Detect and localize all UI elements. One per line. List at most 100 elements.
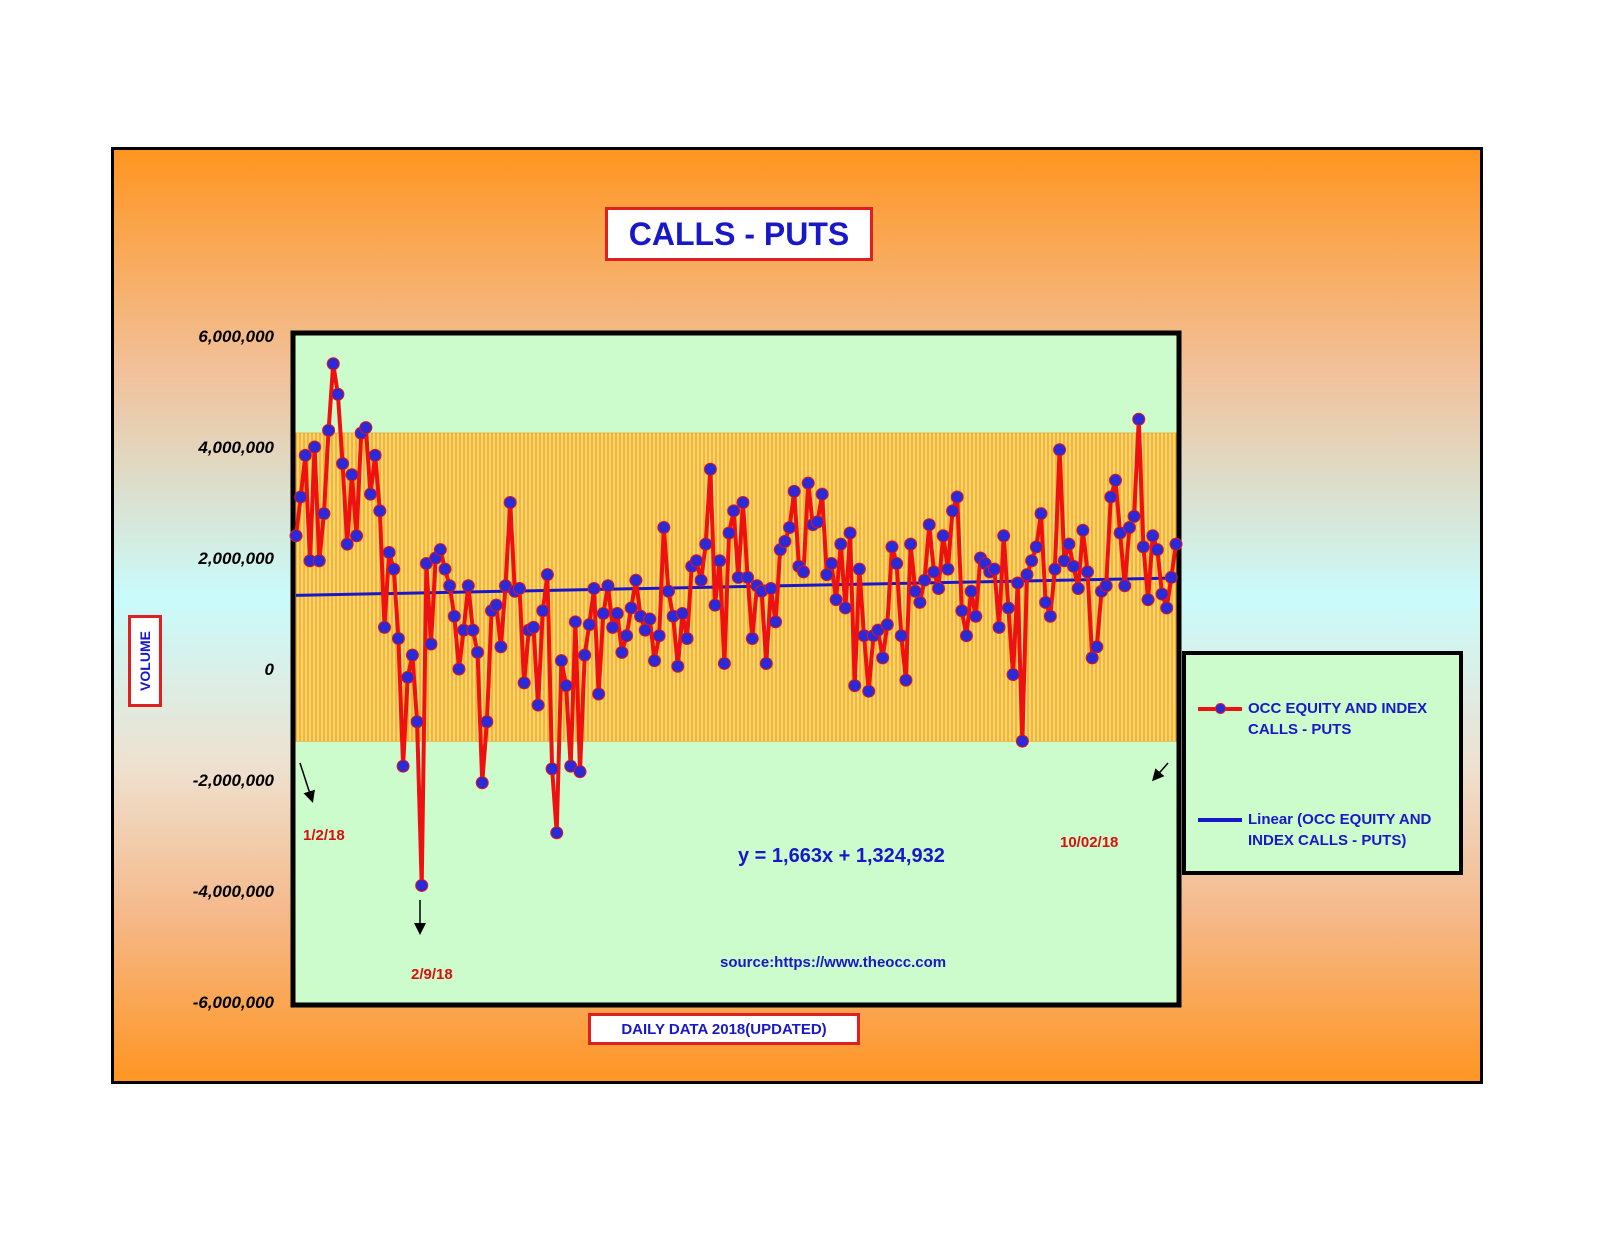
data-point xyxy=(559,679,573,693)
data-point xyxy=(373,504,387,518)
data-point xyxy=(941,562,955,576)
data-point xyxy=(503,496,517,509)
data-point xyxy=(573,765,587,779)
data-point xyxy=(526,620,540,634)
data-point xyxy=(964,584,978,598)
data-point xyxy=(722,526,736,540)
trend-equation: y = 1,663x + 1,324,932 xyxy=(738,845,945,867)
data-point xyxy=(661,584,675,598)
data-point xyxy=(340,537,354,551)
data-point xyxy=(433,543,447,557)
data-point xyxy=(1029,540,1043,554)
source-label: source:https://www.theocc.com xyxy=(720,954,946,971)
data-point xyxy=(387,562,401,576)
data-point xyxy=(862,684,876,698)
data-point xyxy=(736,496,750,509)
data-point xyxy=(587,582,601,596)
data-point xyxy=(1067,559,1081,573)
legend-trend-line1: Linear (OCC EQUITY AND xyxy=(1248,811,1432,828)
data-point xyxy=(312,554,326,568)
data-point xyxy=(606,620,620,634)
y-tick-label: 4,000,000 xyxy=(197,438,274,457)
data-point xyxy=(396,759,410,773)
data-point xyxy=(336,457,350,471)
data-point xyxy=(675,607,689,620)
data-point xyxy=(1099,579,1113,593)
data-point xyxy=(671,659,685,673)
data-point xyxy=(1146,529,1160,543)
data-point xyxy=(578,648,592,662)
data-point xyxy=(848,679,862,693)
data-point xyxy=(703,462,717,476)
data-point xyxy=(657,520,671,534)
data-point xyxy=(1071,582,1085,596)
data-point xyxy=(1122,520,1136,534)
data-point xyxy=(438,562,452,576)
data-point xyxy=(797,565,811,579)
data-point xyxy=(461,579,475,593)
data-point xyxy=(540,568,554,582)
data-point xyxy=(1127,509,1141,523)
data-point xyxy=(359,421,373,435)
data-point xyxy=(1034,507,1048,521)
data-point xyxy=(424,637,438,651)
data-point xyxy=(1001,601,1015,615)
data-point xyxy=(824,557,838,571)
y-axis-label: VOLUME xyxy=(137,631,153,691)
data-point xyxy=(885,540,899,554)
start-date-label: 1/2/18 xyxy=(303,827,345,844)
data-point xyxy=(1160,601,1174,615)
y-tick-label: -2,000,000 xyxy=(193,771,275,790)
data-point xyxy=(326,357,340,371)
data-point xyxy=(1104,490,1118,504)
data-point xyxy=(717,656,731,670)
y-axis-label-box: VOLUME xyxy=(128,615,162,707)
data-point xyxy=(843,526,857,540)
y-tick-label: -4,000,000 xyxy=(193,882,275,901)
data-point xyxy=(778,534,792,548)
data-point xyxy=(852,562,866,576)
data-point xyxy=(1048,562,1062,576)
data-point xyxy=(1169,537,1183,551)
data-point xyxy=(694,573,708,587)
data-point xyxy=(997,529,1011,543)
data-point xyxy=(475,776,489,790)
data-point xyxy=(936,529,950,543)
data-point xyxy=(1085,651,1099,665)
data-point xyxy=(401,670,415,684)
data-point xyxy=(377,620,391,634)
data-point xyxy=(699,537,713,551)
data-point xyxy=(620,629,634,643)
data-point xyxy=(834,537,848,551)
legend-trend-label: Linear (OCC EQUITY AND INDEX CALLS - PUT… xyxy=(1248,809,1458,851)
data-point xyxy=(1020,568,1034,582)
y-tick-label: -6,000,000 xyxy=(193,993,275,1012)
data-point xyxy=(1108,473,1122,487)
data-point xyxy=(545,762,559,776)
data-point xyxy=(1062,537,1076,551)
y-axis-ticks: 6,000,000 4,000,000 2,000,000 0 -2,000,000 -4… xyxy=(193,327,275,1012)
data-point xyxy=(363,487,377,501)
data-point xyxy=(950,490,964,504)
data-point xyxy=(880,618,894,632)
data-point xyxy=(410,715,424,729)
data-point xyxy=(592,687,606,701)
x-axis-label: DAILY DATA 2018(UPDATED) xyxy=(588,1013,860,1045)
data-point xyxy=(489,598,503,612)
data-point xyxy=(1155,587,1169,601)
data-point xyxy=(955,604,969,618)
data-point xyxy=(904,537,918,551)
data-point xyxy=(554,654,568,668)
data-point xyxy=(452,662,466,676)
data-point xyxy=(601,579,615,593)
data-point xyxy=(689,554,703,568)
low-date-label: 2/9/18 xyxy=(411,966,453,983)
data-point xyxy=(745,631,759,645)
data-point xyxy=(317,507,331,521)
data-point xyxy=(1164,570,1178,584)
data-point xyxy=(1039,595,1053,609)
data-point xyxy=(494,640,508,654)
data-point xyxy=(810,515,824,529)
data-point xyxy=(918,573,932,587)
legend-series-marker xyxy=(1215,703,1226,714)
